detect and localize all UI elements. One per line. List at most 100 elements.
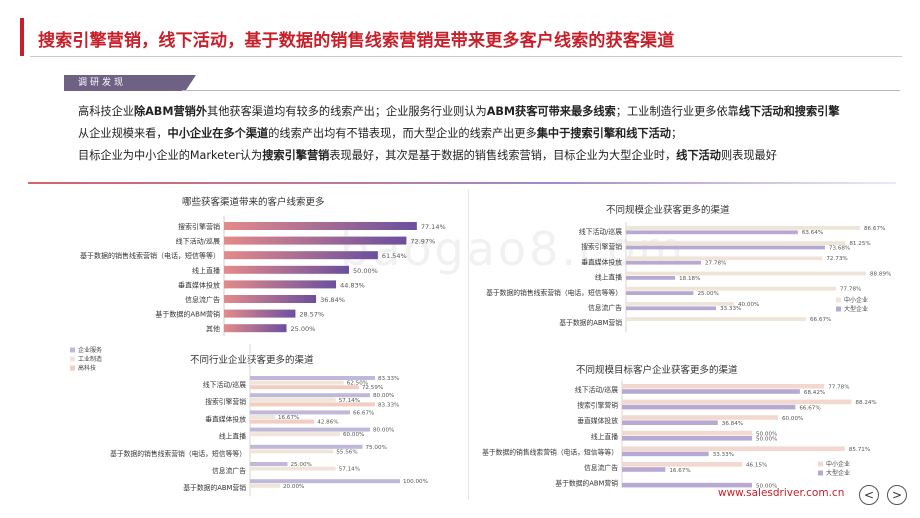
value-label: 20.00%: [283, 484, 304, 490]
category-label: 线上直播: [595, 273, 622, 282]
value-label: 25.00%: [291, 462, 312, 468]
value-label: 83.33%: [378, 402, 399, 408]
chart-title-target: 不同规模目标客户企业获客更多的渠道: [576, 365, 738, 376]
value-label: 36.84%: [722, 421, 743, 427]
value-label: 66.67%: [353, 410, 374, 416]
value-label: 62.50%: [347, 381, 368, 387]
intro-segment: 表现最好，其次是基于数据的销售线索营销，目标企业为大型企业时，: [329, 149, 677, 162]
legend-label: 高科技: [78, 364, 96, 372]
category-label: 基于数据的ABM营销: [155, 310, 220, 319]
category-label: 线下活动/巡展: [579, 227, 622, 236]
category-label: 搜索引擎营销: [178, 222, 220, 231]
bar: [622, 462, 742, 467]
category-label: 搜索引擎营销: [205, 397, 246, 406]
bar: [250, 479, 400, 484]
value-label: 85.71%: [849, 447, 870, 453]
value-label: 60.00%: [782, 416, 803, 422]
value-label: 25.00%: [291, 325, 316, 333]
bar: [626, 256, 823, 261]
value-label: 63.64%: [802, 230, 823, 236]
legend-label: 中小企业: [826, 460, 850, 468]
legend-swatch: [70, 347, 75, 353]
legend-swatch: [836, 297, 841, 303]
bar: [626, 245, 825, 250]
value-label: 25.00%: [698, 291, 719, 297]
intro-highlight: 线下活动和搜索引擎: [738, 105, 840, 118]
bar: [622, 420, 718, 425]
bar: [224, 251, 378, 260]
value-label: 100.00%: [403, 479, 428, 485]
bar: [224, 265, 349, 274]
bar: [250, 415, 276, 419]
chart-target-size: 线下活动/巡展 77.78%68.42% 搜索引擎营销 88.24% 66.67% 垂直媒…: [482, 380, 877, 488]
value-label: 16.67%: [278, 415, 299, 421]
value-label: 27.78%: [705, 261, 726, 267]
bar: [250, 462, 288, 466]
intro-line: 从企业规模来看，中小企业在多个渠道的线索产出均有不错表现，而大型企业的线索产出更…: [78, 125, 682, 141]
category-label: 垂直媒体投放: [178, 280, 220, 289]
bar: [622, 467, 666, 472]
value-label: 50.00%: [756, 437, 777, 443]
bar: [622, 404, 796, 410]
value-label: 16.67%: [669, 468, 690, 474]
value-label: 33.33%: [720, 306, 741, 312]
prev-button[interactable]: <: [859, 485, 879, 505]
value-label: 28.57%: [299, 311, 324, 319]
chart-title-industry: 不同行业企业获客更多的渠道: [190, 355, 314, 366]
bar: [626, 302, 734, 306]
category-label: 信息流广告: [588, 303, 622, 312]
bar: [622, 451, 709, 457]
bar: [622, 430, 752, 436]
category-label: 线下活动/巡展: [176, 237, 220, 246]
legend-label: 大型企业: [826, 469, 850, 477]
intro-segment: ；: [671, 127, 683, 140]
category-label: 线下活动/巡展: [575, 385, 618, 394]
value-label: 80.00%: [373, 428, 394, 434]
value-label: 46.15%: [746, 463, 767, 469]
intro-segment: 的线索产出均有不错表现，而大型企业的线索产出更多: [268, 127, 537, 140]
bar: [626, 291, 694, 295]
bar: [224, 309, 296, 318]
bar: [250, 466, 336, 471]
bar: [250, 385, 359, 390]
legend-swatch: [836, 306, 841, 312]
legend-swatch: [818, 461, 823, 467]
website-url[interactable]: www.salesdriver.com.cn: [718, 487, 845, 499]
value-label: 88.24%: [855, 400, 876, 406]
category-label: 垂直媒体投放: [205, 414, 246, 423]
bar: [250, 432, 340, 437]
legend-label: 企业服务: [78, 346, 102, 354]
value-label: 72.59%: [362, 385, 383, 391]
intro-line: 目标企业为中小企业的Marketer认为搜索引擎营销表现最好，其次是基于数据的销…: [78, 147, 777, 163]
bar: [626, 241, 846, 245]
chart-industry: 线下活动/巡展 83.33% 62.50%72.59% 搜索引擎营销 80.00% 57.…: [70, 344, 428, 497]
bar: [224, 295, 317, 303]
intro-segment: 从企业规模来看，: [78, 127, 168, 140]
next-button[interactable]: >: [887, 485, 907, 505]
category-label: 垂直媒体投放: [581, 257, 622, 266]
value-label: 80.00%: [373, 393, 394, 399]
value-label: 66.67%: [799, 405, 820, 411]
bar: [626, 317, 807, 321]
value-label: 83.33%: [378, 376, 399, 382]
category-label: 搜索引擎营销: [581, 242, 622, 251]
value-label: 86.67%: [864, 226, 885, 232]
intro-segment: 高科技企业: [78, 105, 134, 118]
value-label: 88.89%: [870, 271, 891, 277]
bar: [250, 397, 336, 402]
legend-swatch: [70, 365, 75, 371]
value-label: 68.42%: [804, 390, 825, 396]
value-label: 66.67%: [810, 317, 831, 323]
bar: [250, 410, 351, 415]
bar: [250, 427, 370, 432]
chart-title-overall: 哪些获客渠道带来的客户线索更多: [182, 197, 325, 208]
category-label: 线上直播: [591, 432, 618, 441]
value-label: 61.54%: [382, 252, 407, 260]
bar: [250, 376, 375, 380]
intro-highlight: 除ABM营销外: [133, 105, 208, 118]
value-label: 55.56%: [336, 449, 357, 455]
intro-highlight: 中小企业在多个渠道: [167, 127, 269, 140]
bar: [622, 446, 845, 451]
category-label: 搜索引擎营销: [577, 401, 618, 410]
section-tag: 调研发现: [64, 75, 196, 91]
